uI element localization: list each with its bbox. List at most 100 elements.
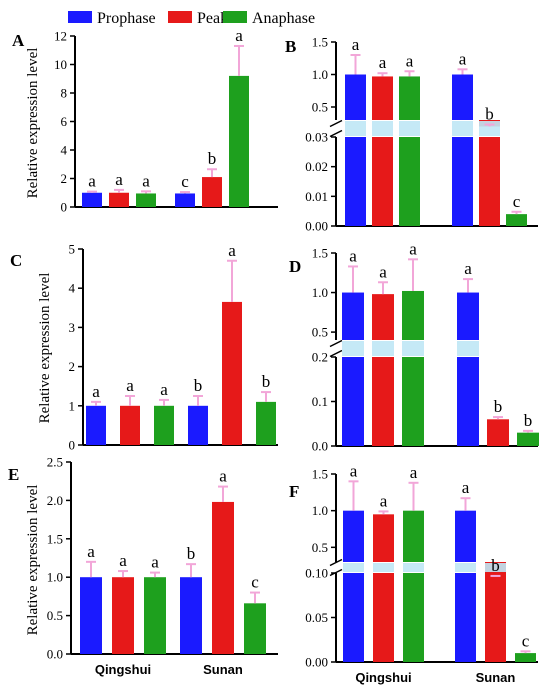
panel-f-bar-prophase-qingshui-lower <box>343 573 364 662</box>
panel-f-bar-prophase-qingshui-sig-letter: a <box>350 461 358 480</box>
panel-b-bar-peak-sunan-lower <box>479 137 500 226</box>
legend-label-peak: Peak <box>197 10 228 27</box>
panel-e-tick-label: 2.5 <box>47 455 63 470</box>
panel-d-bar-prophase-qingshui-sig-letter: a <box>349 246 357 265</box>
panel-b-lower-tick-label: 0.03 <box>305 130 328 145</box>
panel-b-upper-tick-label: 1.0 <box>312 67 328 82</box>
panel-d-upper-tick-label: 1.0 <box>312 285 328 300</box>
panel-a-bar-anaphase-qingshui <box>136 193 156 207</box>
y-axis-label-c: Relative expression level <box>37 273 53 424</box>
panel-b-bar-prophase-sunan-break-gap <box>452 121 473 136</box>
panel-e-bar-peak-qingshui <box>112 577 134 654</box>
panel-a-bar-peak-sunan <box>202 177 222 207</box>
panel-f-bar-anaphase-qingshui-upper <box>403 510 424 562</box>
panel-b-bar-anaphase-qingshui-break-gap <box>399 121 420 136</box>
panel-b-bar-anaphase-qingshui-upper <box>399 76 420 120</box>
panel-f-bar-prophase-sunan-upper <box>455 510 476 562</box>
panel-b-axis-break-mark <box>329 119 343 128</box>
panel-label-f: F <box>289 482 299 501</box>
panel-e-bar-prophase-sunan <box>180 577 202 654</box>
y-axis-label-a: Relative expression level <box>25 48 41 199</box>
panel-c-tick-label: 1 <box>69 398 76 413</box>
panel-e-bar-peak-qingshui-sig-letter: a <box>119 551 127 570</box>
legend-swatch-prophase <box>68 11 92 23</box>
panel-e-tick-label: 2.0 <box>47 493 63 508</box>
panel-f-bar-anaphase-sunan <box>515 653 536 662</box>
panel-e-x-category-label: Sunan <box>203 662 243 677</box>
legend: Prophase Peak Anaphase <box>68 10 315 27</box>
panel-b-bar-anaphase-sunan-sig-letter: c <box>513 192 521 211</box>
panel-b-bar-peak-qingshui-sig-letter: a <box>379 53 387 72</box>
panel-b-bar-anaphase-qingshui-lower <box>399 137 420 226</box>
panel-a-tick-label: 12 <box>54 29 67 44</box>
panel-e-bar-anaphase-sunan-sig-letter: c <box>251 573 259 592</box>
panel-c-bar-anaphase-qingshui-sig-letter: a <box>160 380 168 399</box>
panel-a-tick-label: 10 <box>54 57 67 72</box>
panel-a-bar-anaphase-sunan <box>229 75 249 208</box>
panel-a-bar-prophase-sunan-sig-letter: c <box>181 172 189 191</box>
panel-b-bar-peak-sunan-break-gap <box>479 121 500 136</box>
panel-c-bar-anaphase-sunan-sig-letter: b <box>262 372 271 391</box>
panel-e-tick-label: 1.5 <box>47 531 63 546</box>
panel-f-x-category-label: Sunan <box>476 670 516 685</box>
panel-b-upper-tick-label: 0.5 <box>312 100 328 115</box>
panel-e-bar-anaphase-sunan <box>244 603 266 654</box>
panel-a-bar-prophase-qingshui <box>82 192 102 207</box>
panel-f-bar-anaphase-sunan-sig-letter: c <box>522 631 530 650</box>
panel-c-bar-prophase-sunan-sig-letter: b <box>194 376 203 395</box>
panel-d-bar-prophase-qingshui-lower <box>342 357 364 446</box>
panel-f-bar-peak-qingshui-sig-letter: a <box>380 491 388 510</box>
panel-b-bar-peak-sunan-sig-letter: b <box>485 105 494 124</box>
panel-c-bar-anaphase-sunan <box>256 401 276 445</box>
panel-f-bar-peak-qingshui-break-gap <box>373 563 394 572</box>
panel-e-tick-label: 1.0 <box>47 570 63 585</box>
panel-f-lower-tick-label: 0.05 <box>305 610 328 625</box>
panel-f-upper-tick-label: 1.5 <box>312 467 328 482</box>
panel-e-bar-anaphase-qingshui-sig-letter: a <box>151 553 159 572</box>
panel-c-bar-prophase-sunan <box>188 405 208 445</box>
panel-c-bar-peak-qingshui <box>120 405 140 445</box>
panel-label-c: C <box>10 251 22 270</box>
panel-d-lower-tick-label: 0.2 <box>312 350 328 365</box>
panel-f-x-category-label: Qingshui <box>355 670 411 685</box>
panel-d-upper-tick-label: 1.5 <box>312 246 328 261</box>
panel-b-bar-prophase-qingshui-upper <box>345 74 366 120</box>
panel-f-bar-prophase-sunan-lower <box>455 573 476 662</box>
panel-d-bar-anaphase-qingshui-break-gap <box>402 341 424 356</box>
panel-c-tick-label: 5 <box>69 242 76 257</box>
panel-a-bar-anaphase-qingshui-sig-letter: a <box>142 171 150 190</box>
panel-f-bar-peak-sunan-break-gap <box>485 563 506 572</box>
panel-a-bar-peak-qingshui-sig-letter: a <box>115 170 123 189</box>
panel-c-bar-prophase-qingshui <box>86 405 106 445</box>
y-axis-label-e: Relative expression level <box>25 485 41 636</box>
panel-d-bar-prophase-sunan-upper <box>457 292 479 340</box>
panel-d-bar-prophase-sunan-lower <box>457 357 479 446</box>
panel-d-bar-peak-sunan <box>487 419 509 446</box>
panel-b-bar-prophase-sunan-sig-letter: a <box>459 49 467 68</box>
panel-f-bar-peak-qingshui-upper <box>373 514 394 562</box>
panel-d-upper-tick-label: 0.5 <box>312 325 328 340</box>
panel-b-bar-prophase-qingshui-sig-letter: a <box>352 35 360 54</box>
panel-d-bar-peak-qingshui-sig-letter: a <box>379 262 387 281</box>
panel-c-bar-peak-sunan-sig-letter: a <box>228 241 236 260</box>
panel-f-upper-tick-label: 1.0 <box>312 503 328 518</box>
panel-d-bar-prophase-sunan-break-gap <box>457 341 479 356</box>
panel-d-bar-peak-qingshui-upper <box>372 294 394 340</box>
panel-f-bar-prophase-qingshui-break-gap <box>343 563 364 572</box>
panel-d-bar-anaphase-sunan-sig-letter: b <box>524 411 533 430</box>
panel-b-bar-peak-qingshui-upper <box>372 76 393 120</box>
panel-a-bar-prophase-qingshui-sig-letter: a <box>88 172 96 191</box>
panel-f-lower-tick-label: 0.10 <box>305 566 328 581</box>
panel-b-lower-tick-label: 0.02 <box>305 159 328 174</box>
legend-swatch-anaphase <box>223 11 247 23</box>
panel-b-axis-break-mark <box>329 129 343 138</box>
panel-c-bar-prophase-qingshui-sig-letter: a <box>92 382 100 401</box>
panel-d-bar-anaphase-sunan <box>517 432 539 446</box>
panel-b-bar-prophase-qingshui-break-gap <box>345 121 366 136</box>
panel-b-upper-tick-label: 1.5 <box>312 35 328 50</box>
panel-a-tick-label: 2 <box>61 171 68 186</box>
panel-b-bar-anaphase-sunan <box>506 214 527 226</box>
panel-f-bar-peak-qingshui-lower <box>373 573 394 662</box>
